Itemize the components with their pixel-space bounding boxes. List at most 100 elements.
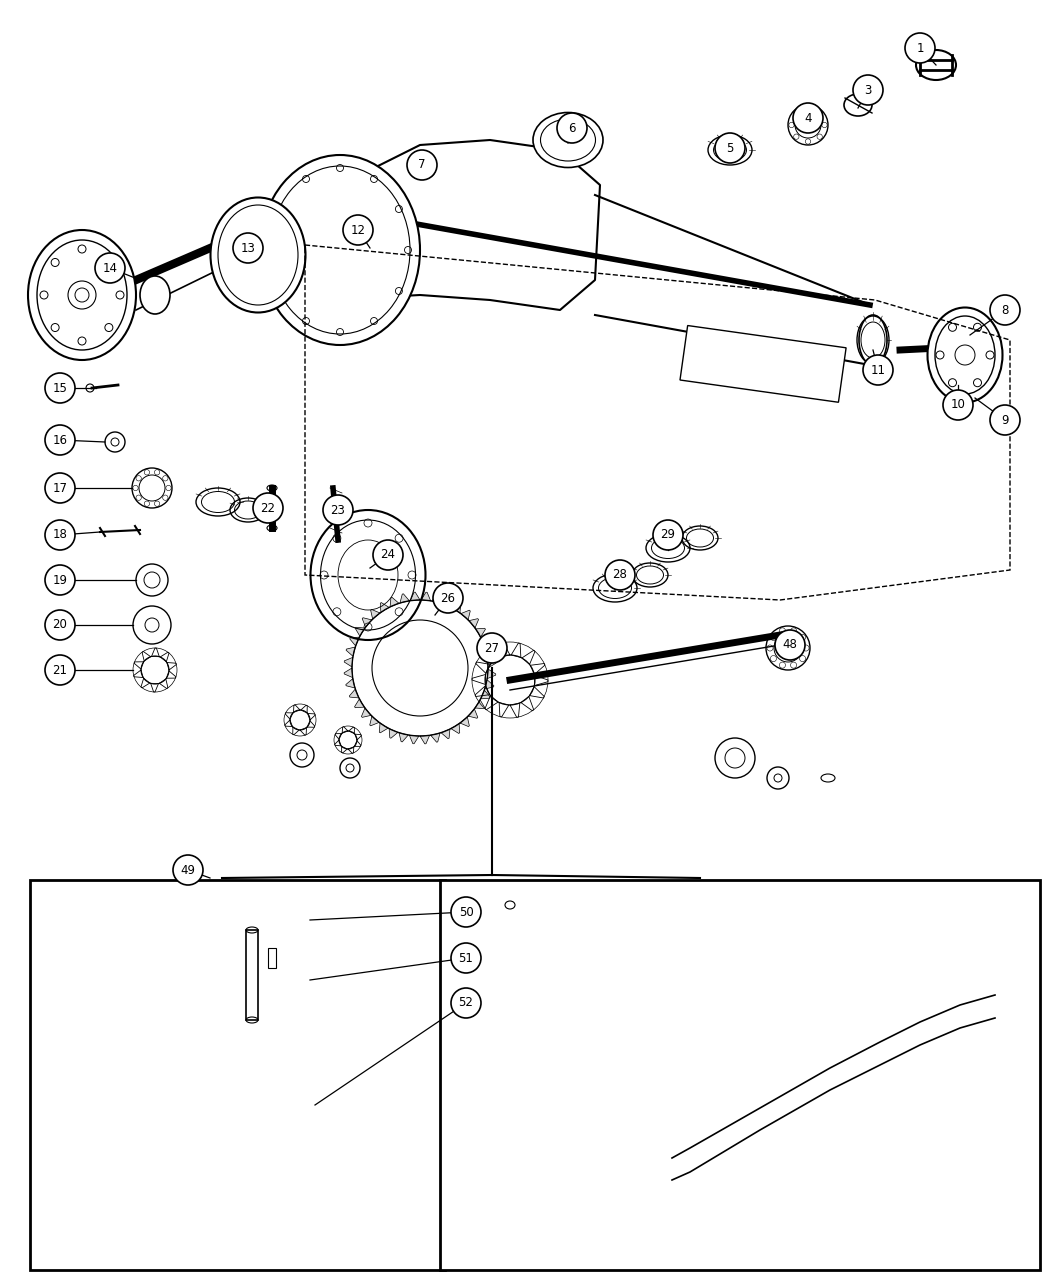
Polygon shape bbox=[648, 998, 658, 1009]
Polygon shape bbox=[350, 688, 359, 697]
Polygon shape bbox=[379, 723, 388, 733]
Text: 18: 18 bbox=[52, 529, 67, 542]
Polygon shape bbox=[503, 964, 513, 974]
Ellipse shape bbox=[859, 315, 887, 365]
Circle shape bbox=[793, 103, 823, 133]
Polygon shape bbox=[450, 724, 460, 733]
Polygon shape bbox=[390, 728, 398, 738]
Polygon shape bbox=[487, 658, 496, 668]
Polygon shape bbox=[624, 965, 634, 975]
Circle shape bbox=[853, 75, 883, 105]
Polygon shape bbox=[524, 1112, 534, 1122]
Polygon shape bbox=[525, 947, 536, 958]
Polygon shape bbox=[421, 592, 430, 601]
Polygon shape bbox=[642, 987, 652, 997]
Polygon shape bbox=[536, 1117, 547, 1127]
Circle shape bbox=[94, 252, 125, 283]
Polygon shape bbox=[469, 618, 479, 629]
Polygon shape bbox=[612, 1104, 622, 1116]
Circle shape bbox=[452, 988, 481, 1017]
Circle shape bbox=[477, 632, 507, 663]
Polygon shape bbox=[492, 974, 504, 984]
Text: 10: 10 bbox=[950, 399, 965, 412]
Polygon shape bbox=[512, 1104, 523, 1114]
Ellipse shape bbox=[140, 275, 170, 314]
Polygon shape bbox=[481, 690, 490, 699]
Text: 22: 22 bbox=[260, 501, 275, 515]
Polygon shape bbox=[502, 1095, 512, 1105]
Text: 6: 6 bbox=[568, 121, 575, 134]
Polygon shape bbox=[370, 717, 379, 725]
Circle shape bbox=[452, 898, 481, 927]
Polygon shape bbox=[484, 1074, 495, 1084]
Polygon shape bbox=[344, 658, 353, 667]
Text: 5: 5 bbox=[727, 142, 734, 154]
Circle shape bbox=[605, 560, 635, 590]
Ellipse shape bbox=[28, 230, 136, 360]
Circle shape bbox=[253, 493, 284, 523]
Polygon shape bbox=[632, 1085, 643, 1096]
Polygon shape bbox=[420, 736, 429, 743]
Polygon shape bbox=[430, 733, 440, 742]
Text: 17: 17 bbox=[52, 482, 67, 495]
Circle shape bbox=[233, 233, 262, 263]
Circle shape bbox=[452, 944, 481, 973]
Circle shape bbox=[45, 565, 75, 595]
Polygon shape bbox=[400, 594, 410, 603]
Polygon shape bbox=[487, 669, 496, 678]
Text: 12: 12 bbox=[351, 223, 365, 236]
Text: 27: 27 bbox=[484, 641, 500, 654]
Polygon shape bbox=[575, 940, 588, 949]
Text: 13: 13 bbox=[240, 241, 255, 255]
Circle shape bbox=[715, 133, 746, 163]
Polygon shape bbox=[361, 708, 371, 718]
Polygon shape bbox=[350, 638, 359, 646]
Polygon shape bbox=[640, 1075, 651, 1085]
Circle shape bbox=[863, 354, 892, 385]
Polygon shape bbox=[647, 1062, 657, 1074]
Polygon shape bbox=[655, 1037, 664, 1048]
Polygon shape bbox=[485, 986, 496, 996]
Polygon shape bbox=[411, 592, 420, 601]
Polygon shape bbox=[442, 598, 450, 607]
Polygon shape bbox=[475, 1009, 484, 1020]
Polygon shape bbox=[355, 627, 365, 636]
Circle shape bbox=[905, 33, 934, 62]
Text: 16: 16 bbox=[52, 434, 67, 446]
Polygon shape bbox=[304, 140, 600, 310]
Polygon shape bbox=[563, 938, 574, 947]
Polygon shape bbox=[479, 997, 488, 1007]
Text: 28: 28 bbox=[612, 569, 628, 581]
Circle shape bbox=[775, 630, 805, 660]
Polygon shape bbox=[472, 1035, 481, 1047]
Polygon shape bbox=[492, 1085, 503, 1095]
Polygon shape bbox=[601, 1112, 611, 1122]
Polygon shape bbox=[346, 646, 355, 657]
Polygon shape bbox=[475, 1048, 484, 1060]
Polygon shape bbox=[475, 700, 485, 709]
Polygon shape bbox=[602, 949, 612, 959]
Text: 7: 7 bbox=[418, 158, 425, 172]
Polygon shape bbox=[513, 955, 524, 965]
Polygon shape bbox=[452, 603, 461, 613]
Ellipse shape bbox=[533, 112, 603, 167]
Polygon shape bbox=[550, 940, 562, 949]
Polygon shape bbox=[613, 956, 624, 966]
Polygon shape bbox=[371, 609, 380, 620]
Text: 26: 26 bbox=[441, 592, 456, 604]
Text: 1: 1 bbox=[917, 42, 924, 55]
Polygon shape bbox=[399, 733, 408, 742]
Text: 50: 50 bbox=[459, 905, 474, 918]
Ellipse shape bbox=[927, 307, 1003, 403]
Polygon shape bbox=[574, 1121, 586, 1130]
Polygon shape bbox=[441, 729, 449, 738]
Polygon shape bbox=[380, 603, 390, 612]
Text: 24: 24 bbox=[380, 548, 396, 561]
Polygon shape bbox=[485, 648, 495, 658]
Polygon shape bbox=[432, 594, 441, 603]
Polygon shape bbox=[652, 1049, 662, 1061]
Polygon shape bbox=[345, 678, 355, 689]
Polygon shape bbox=[476, 629, 485, 638]
Text: 15: 15 bbox=[52, 381, 67, 394]
Ellipse shape bbox=[260, 156, 420, 346]
